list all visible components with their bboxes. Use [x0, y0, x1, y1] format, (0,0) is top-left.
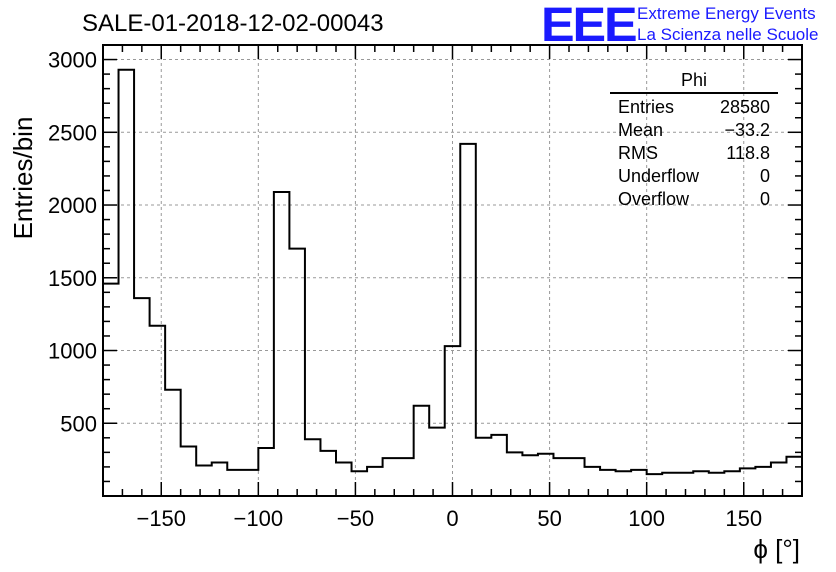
stats-row-rms: RMS 118.8 — [610, 142, 778, 165]
axis-ticks — [103, 45, 802, 496]
x-tick-label: −150 — [136, 506, 186, 531]
x-tick-label: −100 — [234, 506, 284, 531]
stats-row-entries: Entries 28580 — [610, 96, 778, 119]
stats-label: RMS — [618, 143, 658, 163]
stats-value: 28580 — [719, 97, 770, 117]
stats-label: Mean — [618, 120, 664, 140]
y-axis-label: Entries/bin — [8, 117, 38, 240]
page-title: SALE-01-2018-12-02-00043 — [82, 10, 384, 37]
stats-box: Phi Entries 28580 Mean −33.2 RMS 118.8 U… — [610, 70, 778, 211]
stats-label: Underflow — [618, 166, 700, 186]
stats-value: −33.2 — [724, 120, 770, 140]
stats-box-title: Phi — [610, 70, 778, 94]
stats-label: Entries — [618, 97, 675, 117]
y-tick-label: 3000 — [48, 48, 97, 73]
histogram-line — [102, 68, 803, 496]
stats-value: 0 — [759, 189, 770, 209]
grid-lines — [103, 45, 802, 496]
stats-row-mean: Mean −33.2 — [610, 119, 778, 142]
x-tick-label: 100 — [628, 506, 665, 531]
y-tick-label: 2500 — [48, 120, 97, 145]
stats-row-underflow: Underflow 0 — [610, 165, 778, 188]
stats-row-overflow: Overflow 0 — [610, 188, 778, 211]
x-tick-labels: −150 −100 −50 0 50 100 150 — [136, 506, 762, 531]
stats-value: 118.8 — [726, 143, 770, 163]
eee-logo: EEE Extreme Energy Events La Scienza nel… — [541, 0, 836, 52]
stats-value: 0 — [759, 166, 770, 186]
logo-line-2: La Scienza nelle Scuole — [637, 25, 819, 44]
logo-line-1: Extreme Energy Events — [637, 4, 816, 23]
stats-label: Overflow — [618, 189, 690, 209]
x-tick-label: −50 — [337, 506, 374, 531]
y-tick-labels: 500 1000 1500 2000 2500 3000 — [48, 48, 97, 437]
y-tick-label: 1500 — [48, 266, 97, 291]
x-axis-label: ϕ [°] — [753, 534, 800, 564]
logo-mark: EEE — [541, 0, 638, 52]
x-tick-label: 50 — [537, 506, 561, 531]
y-tick-label: 2000 — [48, 193, 97, 218]
y-tick-label: 500 — [60, 411, 97, 436]
y-tick-label: 1000 — [48, 339, 97, 364]
x-tick-label: 0 — [446, 506, 458, 531]
x-tick-label: 150 — [725, 506, 762, 531]
